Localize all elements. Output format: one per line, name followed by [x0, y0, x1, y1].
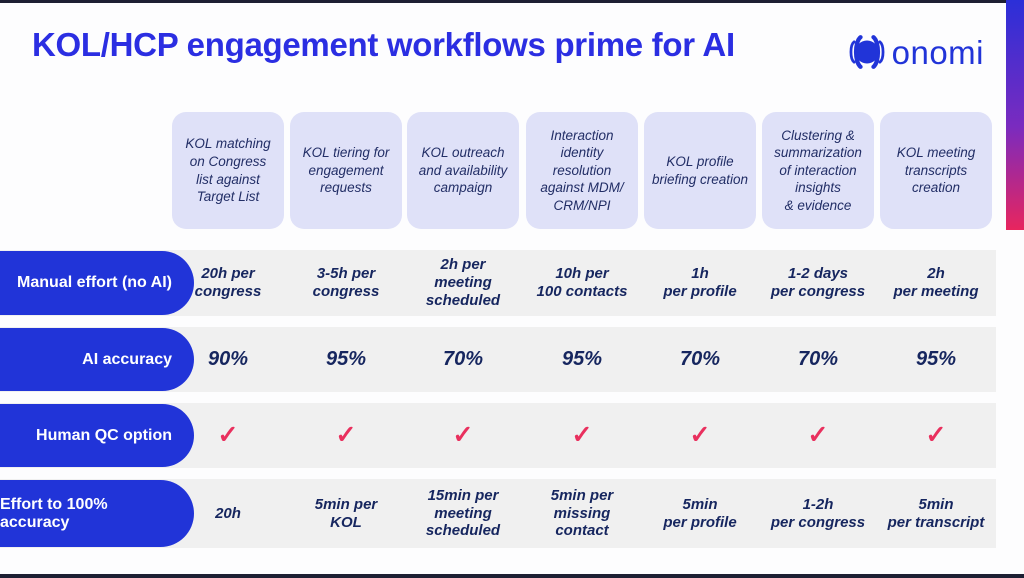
column-header-interaction-identity: Interaction identity resolution against …	[526, 112, 638, 229]
cell-ai-accuracy-kol-matching: 90%	[207, 347, 249, 370]
top-border	[0, 0, 1024, 3]
cell-manual-effort-kol-profile: 1h per profile	[663, 265, 737, 300]
row-label-effort-100: Effort to 100% accuracy	[0, 480, 194, 547]
cell-ai-accuracy-interaction-identity: 95%	[561, 347, 603, 370]
cell-manual-effort-clustering: 1-2 days per congress	[770, 265, 866, 300]
cell-effort100-kol-matching: 20h	[215, 504, 241, 522]
cell-manual-effort-kol-matching: 20h per congress	[194, 265, 262, 300]
cell-ai-accuracy-transcripts: 95%	[915, 347, 957, 370]
cell-effort100-kol-tiering: 5min per KOL	[314, 495, 378, 531]
checkmark-icon: ✓	[807, 420, 829, 449]
logo: onomi	[843, 30, 984, 74]
logo-text: onomi	[891, 33, 984, 71]
table-row-manual-effort: Manual effort (no AI) 20h per congress 3…	[0, 250, 996, 316]
cell-effort100-interaction-identity: 5min per missing contact	[550, 486, 614, 540]
onomi-logo-icon	[849, 35, 885, 69]
column-header-kol-meeting-transcripts: KOL meeting transcripts creation	[880, 112, 992, 229]
cell-ai-accuracy-kol-outreach: 70%	[442, 347, 484, 370]
cell-manual-effort-interaction-identity: 10h per 100 contacts	[536, 265, 628, 300]
cell-manual-effort-kol-tiering: 3-5h per congress	[312, 265, 380, 300]
column-header-kol-profile-briefing: KOL profile briefing creation	[644, 112, 756, 229]
cell-effort100-clustering: 1-2h per congress	[770, 495, 866, 531]
table-row-ai-accuracy: AI accuracy 90% 95% 70% 95% 70% 70% 95%	[0, 327, 996, 392]
cell-ai-accuracy-clustering: 70%	[797, 347, 839, 370]
checkmark-icon: ✓	[217, 420, 239, 449]
cell-manual-effort-kol-outreach: 2h per meeting scheduled	[425, 256, 501, 309]
checkmark-icon: ✓	[689, 420, 711, 449]
column-header-clustering-summarization: Clustering & summarization of interactio…	[762, 112, 874, 229]
cell-manual-effort-transcripts: 2h per meeting	[893, 265, 979, 300]
cell-effort100-transcripts: 5min per transcript	[887, 495, 985, 531]
checkmark-icon: ✓	[571, 420, 593, 449]
column-header-kol-outreach: KOL outreach and availability campaign	[407, 112, 519, 229]
cell-ai-accuracy-kol-tiering: 95%	[325, 347, 367, 370]
cell-ai-accuracy-kol-profile: 70%	[679, 347, 721, 370]
cell-effort100-kol-profile: 5min per profile	[663, 495, 737, 531]
checkmark-icon: ✓	[925, 420, 947, 449]
row-label-human-qc: Human QC option	[0, 404, 194, 467]
checkmark-icon: ✓	[452, 420, 474, 449]
checkmark-icon: ✓	[335, 420, 357, 449]
bottom-border	[0, 574, 1024, 578]
column-header-kol-matching: KOL matching on Congress list against Ta…	[172, 112, 284, 229]
column-header-kol-tiering: KOL tiering for engagement requests	[290, 112, 402, 229]
gradient-accent-bar	[1006, 0, 1024, 230]
table-row-human-qc: Human QC option ✓ ✓ ✓ ✓ ✓ ✓ ✓	[0, 403, 996, 468]
cell-effort100-kol-outreach: 15min per meeting scheduled	[425, 486, 501, 540]
row-label-ai-accuracy: AI accuracy	[0, 328, 194, 391]
row-label-manual-effort: Manual effort (no AI)	[0, 251, 194, 315]
page-title: KOL/HCP engagement workflows prime for A…	[32, 26, 735, 63]
table-row-effort-100: Effort to 100% accuracy 20h 5min per KOL…	[0, 479, 996, 548]
